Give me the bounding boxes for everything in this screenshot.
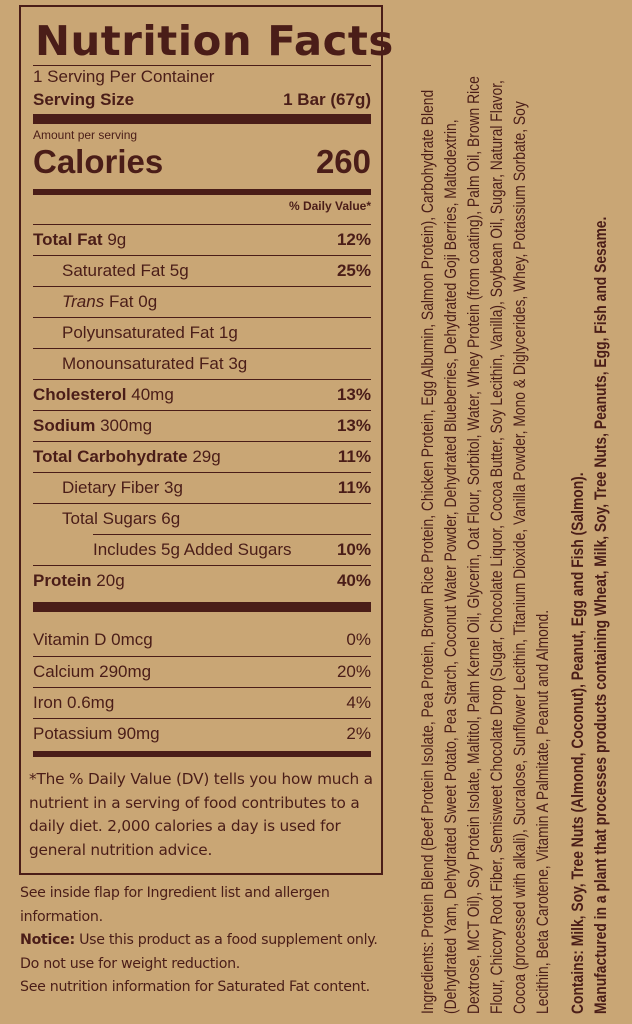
ingredients-line: Flour, Chicory Root Fiber, Semisweet Cho… — [487, 80, 506, 1014]
nutrient-dv: 25% — [336, 261, 371, 280]
ingredients-panel: Ingredients: Protein Blend (Beef Protein… — [416, 9, 626, 1014]
nutrient-name: Total Carbohydrate — [33, 447, 188, 466]
daily-value-header: % Daily Value* — [288, 199, 371, 213]
nutrient-row-polyunsaturated-fat: Polyunsaturated Fat 1g — [33, 317, 371, 349]
nutrient-amount: 5g — [169, 261, 189, 280]
daily-value-footnote: *The % Daily Value (DV) tells you how mu… — [29, 770, 373, 859]
nutrient-dv: 12% — [336, 230, 371, 249]
vitamin-amount: 290mg — [99, 662, 152, 681]
nutrient-row-monounsaturated-fat: Monounsaturated Fat 3g — [33, 348, 371, 380]
vitamin-amount: 0.6mg — [67, 693, 115, 712]
nutrient-row-total-sugars: Total Sugars 6g — [33, 503, 371, 535]
calories-label: Calories — [33, 143, 164, 180]
thick-divider — [33, 602, 371, 612]
nutrient-row-total-fat: Total Fat 9g 12% — [33, 224, 371, 256]
vitamin-dv: 20% — [336, 662, 371, 681]
nutrient-amount: 300mg — [100, 416, 153, 435]
nutrient-amount: 29g — [192, 447, 221, 466]
nutrient-row-saturated-fat: Saturated Fat 5g 25% — [33, 255, 371, 287]
nutrient-amount: 40mg — [131, 385, 174, 404]
label-notes: See inside flap for Ingredient list and … — [20, 882, 400, 1000]
nutrient-prefix: Trans — [62, 292, 105, 311]
nutrient-name: Sodium — [33, 416, 96, 435]
vitamin-amount: 0mcg — [111, 630, 153, 649]
vitamin-dv: 2% — [346, 724, 371, 743]
nutrient-name: Saturated Fat — [62, 261, 166, 280]
vitamin-name: Potassium — [33, 724, 113, 743]
nutrition-facts-panel: Nutrition Facts 1 Serving Per Container … — [19, 5, 393, 875]
divider — [33, 65, 371, 66]
nutrient-dv: 11% — [337, 478, 371, 497]
notice-label: Notice: — [20, 932, 75, 948]
nutrient-amount: 6g — [161, 509, 181, 528]
serving-size-value: 1 Bar (67g) — [283, 90, 371, 109]
nutrient-amount: 9g — [107, 230, 127, 249]
nutrient-row-added-sugars: Includes 5g Added Sugars 10% — [93, 534, 371, 566]
thick-divider — [33, 189, 371, 195]
vitamin-name: Vitamin D — [33, 630, 107, 649]
nutrient-row-trans-fat: Trans Fat 0g — [33, 286, 371, 318]
nutrient-amount: 1g — [218, 323, 238, 342]
nutrient-row-dietary-fiber: Dietary Fiber 3g 11% — [33, 472, 371, 504]
amount-per-serving: Amount per serving — [33, 128, 138, 142]
vitamin-dv: 4% — [346, 693, 371, 712]
nutrient-name: Includes 5g Added Sugars — [93, 540, 292, 559]
ingredients-line: Ingredients: Protein Blend (Beef Protein… — [418, 89, 437, 1014]
vitamin-row-potassium: Potassium 90mg 2% — [33, 718, 371, 750]
vitamin-amount: 90mg — [117, 724, 160, 743]
flap-note: See inside flap for Ingredient list and … — [20, 885, 330, 925]
nutrient-name: Cholesterol — [33, 385, 127, 404]
serving-size-label: Serving Size — [33, 90, 135, 109]
nutrient-amount: 3g — [164, 478, 183, 497]
nutrient-name: Dietary Fiber — [62, 478, 160, 497]
thick-divider — [33, 751, 371, 757]
nutrient-row-total-carbohydrate: Total Carbohydrate 29g 11% — [33, 441, 371, 473]
nutrient-name: Monounsaturated Fat — [62, 354, 224, 373]
servings-per-container: 1 Serving Per Container — [33, 67, 215, 86]
nutrient-dv: 10% — [336, 540, 371, 559]
ingredients-line: (Dehydrated Yam, Dehydrated Sweet Potato… — [441, 119, 460, 1014]
nutrient-dv: 40% — [336, 571, 371, 590]
nutrient-row-cholesterol: Cholesterol 40mg 13% — [33, 379, 371, 411]
nutrient-name: Total Sugars — [62, 509, 157, 528]
nutrient-dv: 11% — [337, 447, 371, 466]
nutrient-name: Total Fat — [33, 230, 103, 249]
saturated-fat-note: See nutrition information for Saturated … — [20, 979, 370, 995]
nutrient-amount: 0g — [138, 292, 158, 311]
thick-divider — [33, 114, 371, 124]
vitamin-row-calcium: Calcium 290mg 20% — [33, 656, 371, 688]
notice-text: Use this product as a food supplement on… — [20, 932, 378, 972]
nutrient-row-protein: Protein 20g 40% — [33, 565, 371, 597]
vitamin-name: Calcium — [33, 662, 95, 681]
calories-value: 260 — [315, 143, 371, 180]
vitamin-row-vitamin-d: Vitamin D 0mcg 0% — [33, 625, 371, 656]
nutrient-name: Protein — [33, 571, 92, 590]
nutrient-dv: 13% — [336, 416, 371, 435]
nutrient-amount: 3g — [228, 354, 248, 373]
vitamin-row-iron: Iron 0.6mg 4% — [33, 687, 371, 719]
nutrient-dv: 13% — [336, 385, 371, 404]
vitamin-name: Iron — [33, 693, 63, 712]
nutrient-amount: 20g — [96, 571, 125, 590]
notice-note: Notice: Use this product as a food suppl… — [20, 929, 400, 976]
nutrient-name: Fat — [108, 292, 134, 311]
ingredients-line: Cocoa (processed with alkali), Sucralose… — [510, 101, 529, 1014]
nutrition-facts-title: Nutrition Facts — [35, 17, 394, 65]
nutrient-name: Polyunsaturated Fat — [62, 323, 215, 342]
nutrient-row-sodium: Sodium 300mg 13% — [33, 410, 371, 442]
allergen-contains: Contains: Milk, Soy, Tree Nuts (Almond, … — [568, 472, 587, 1014]
vitamin-dv: 0% — [346, 630, 371, 649]
allergen-facility-note: Manufactured in a plant that processes p… — [591, 216, 610, 1014]
ingredients-line: Lecithin, Beta Carotene, Vitamin A Palmi… — [533, 609, 552, 1014]
ingredients-line: Dextrose, MCT Oil), Soy Protein Isolate,… — [464, 76, 483, 1014]
